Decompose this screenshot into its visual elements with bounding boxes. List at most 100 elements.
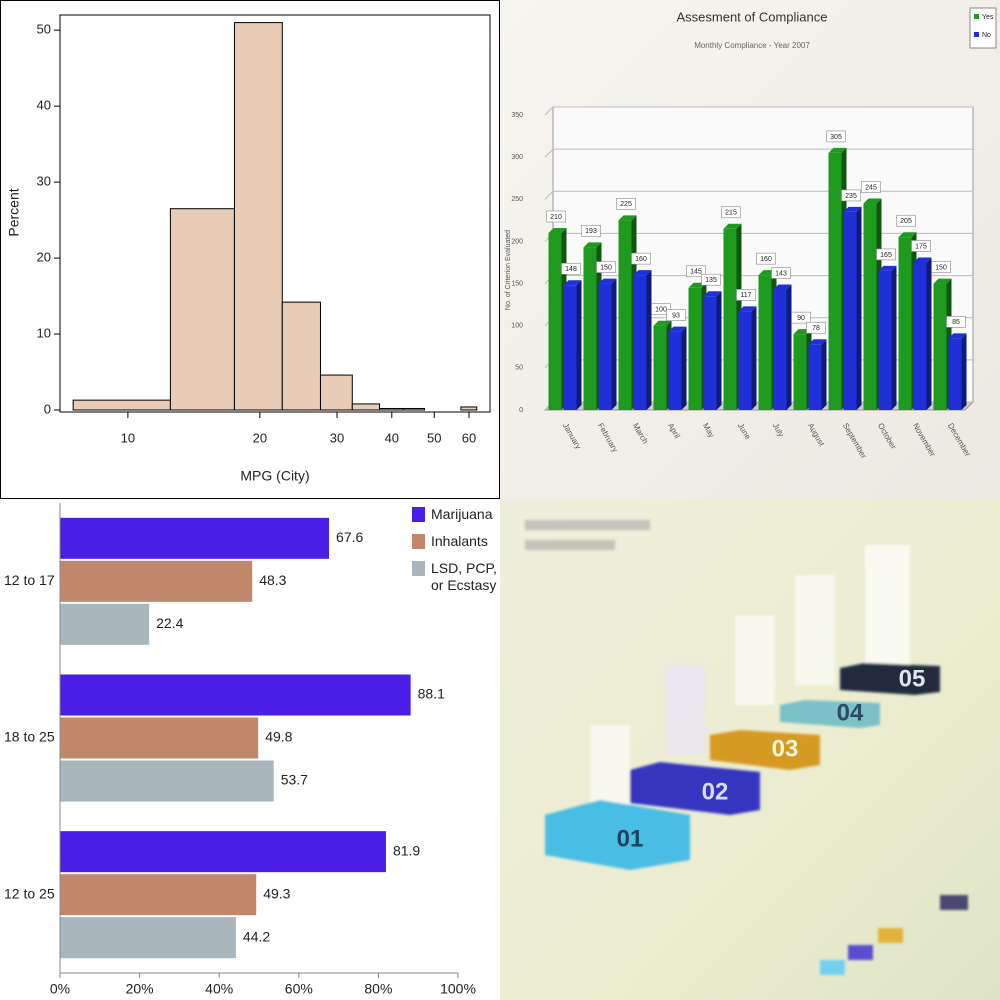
bar bbox=[60, 560, 253, 602]
value-label-box bbox=[861, 181, 881, 193]
bar bbox=[60, 917, 236, 959]
bar-top bbox=[773, 284, 792, 290]
decor bbox=[735, 615, 775, 705]
y-tick-label: 40 bbox=[37, 98, 51, 113]
y-tick-label: 20 bbox=[37, 250, 51, 265]
hist-bar bbox=[233, 22, 283, 411]
value-label-box bbox=[721, 206, 741, 219]
infographic bbox=[525, 520, 968, 975]
x-tick-label: 100% bbox=[440, 981, 476, 997]
bar bbox=[618, 220, 632, 410]
value-label: 135 bbox=[705, 277, 717, 284]
bar-top bbox=[898, 232, 917, 238]
x-tick-label: 30 bbox=[330, 430, 344, 445]
y-tick-label: 0 bbox=[519, 407, 523, 414]
decor bbox=[865, 545, 910, 665]
step-label: 03 bbox=[772, 735, 799, 762]
x-tick-label: 20% bbox=[126, 981, 154, 997]
bar bbox=[60, 674, 411, 716]
bar-side bbox=[891, 265, 897, 410]
bar bbox=[723, 228, 737, 410]
value-label-box bbox=[791, 311, 811, 324]
bar-top bbox=[913, 257, 932, 263]
y-axis-label: Percent bbox=[6, 188, 22, 236]
value-label: 48.3 bbox=[259, 572, 286, 588]
y-tick-label: 100 bbox=[511, 323, 523, 330]
y-tick-label: 10 bbox=[37, 325, 51, 340]
value-label: 49.8 bbox=[265, 729, 292, 745]
x-tick-label: 20 bbox=[253, 430, 267, 445]
x-tick-label: 10 bbox=[121, 430, 135, 445]
y-tick-label: 0 bbox=[44, 401, 51, 416]
x-tick-label: 50 bbox=[427, 430, 441, 445]
bar bbox=[843, 211, 857, 410]
value-label-box bbox=[616, 198, 636, 210]
y-tick-label: 150 bbox=[511, 280, 523, 287]
bar bbox=[828, 152, 842, 410]
decor bbox=[820, 960, 845, 975]
x-tick-label: 40% bbox=[205, 981, 233, 997]
bar-top bbox=[863, 198, 882, 204]
bar-top bbox=[933, 278, 952, 284]
y-tick-label: 30 bbox=[37, 174, 51, 189]
value-label-box bbox=[771, 267, 791, 279]
y-tick-label: 12 to 25 bbox=[4, 885, 55, 901]
bar bbox=[598, 283, 612, 410]
bar-side bbox=[646, 270, 652, 410]
step-block bbox=[545, 800, 690, 870]
value-label: 100 bbox=[655, 307, 667, 314]
value-label: 210 bbox=[550, 214, 562, 221]
legend-label: Inhalants bbox=[431, 533, 488, 549]
value-label-box bbox=[931, 261, 951, 273]
value-label: 148 bbox=[565, 266, 577, 273]
bar bbox=[653, 325, 667, 410]
bar bbox=[60, 603, 150, 645]
value-label-box bbox=[911, 240, 931, 252]
legend-label: Yes bbox=[982, 14, 994, 21]
value-label-box bbox=[876, 248, 896, 261]
y-axis-label: No. of Criterion Evaluated bbox=[505, 230, 512, 310]
value-label-box bbox=[896, 214, 916, 227]
value-label: 175 bbox=[915, 243, 927, 250]
value-label: 93 bbox=[672, 312, 680, 319]
legend: Marijuana Inhalants LSD, PCP, or Ecstasy bbox=[408, 506, 500, 593]
bar-top bbox=[563, 280, 582, 286]
chart-title: Assesment of Compliance bbox=[676, 9, 827, 24]
value-label: 225 bbox=[620, 201, 632, 208]
value-label: 49.3 bbox=[263, 885, 290, 901]
bar-top bbox=[843, 206, 862, 212]
bar bbox=[878, 270, 892, 410]
decor bbox=[525, 540, 615, 550]
hist-bar bbox=[281, 301, 321, 411]
bar-side bbox=[786, 284, 792, 410]
value-label-box bbox=[841, 189, 861, 202]
value-label: 145 bbox=[690, 269, 702, 276]
legend-swatch bbox=[412, 507, 425, 522]
value-label-box bbox=[806, 321, 826, 334]
hist-bar bbox=[379, 407, 404, 411]
value-label: 88.1 bbox=[418, 686, 445, 702]
y-tick-label: 50 bbox=[37, 22, 51, 37]
bar-top bbox=[668, 326, 687, 332]
value-label: 160 bbox=[760, 256, 772, 263]
value-label-box bbox=[631, 252, 651, 265]
bar-top bbox=[878, 265, 897, 271]
bar-top bbox=[598, 278, 617, 284]
bar bbox=[863, 203, 877, 410]
bar bbox=[583, 247, 597, 410]
legend-item: Inhalants bbox=[408, 533, 500, 550]
y-tick-label: 350 bbox=[511, 112, 523, 119]
step-labels: 01 02 03 04 05 bbox=[617, 665, 926, 852]
value-label-box bbox=[826, 130, 846, 143]
bar bbox=[548, 233, 562, 410]
value-label: 67.6 bbox=[336, 529, 363, 545]
step-label: 01 bbox=[617, 825, 644, 852]
bar-top bbox=[703, 291, 722, 297]
bar-top bbox=[633, 270, 652, 276]
value-label-box bbox=[736, 289, 756, 301]
hist-bar bbox=[402, 407, 426, 411]
decor bbox=[940, 895, 968, 910]
decor bbox=[878, 928, 903, 943]
legend-item: Marijuana bbox=[408, 506, 500, 523]
